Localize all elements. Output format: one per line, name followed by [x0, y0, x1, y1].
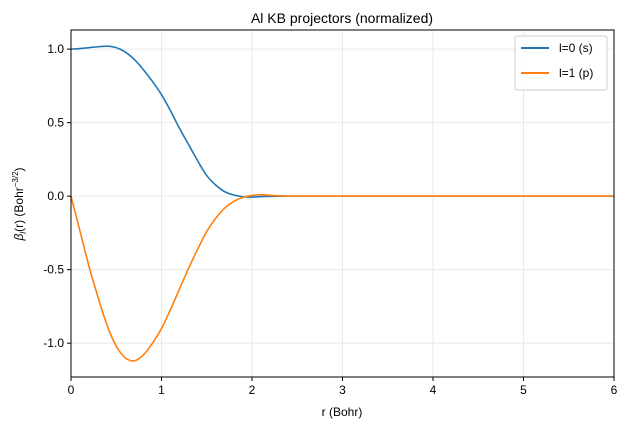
x-ticks: 0 1 2 3 4 5 6 [68, 377, 618, 397]
x-tick-label: 2 [249, 383, 256, 397]
y-tick-label: 0.5 [47, 116, 64, 130]
legend-box [514, 35, 608, 91]
series-lines [70, 45, 614, 362]
y-label-rest: (r) (Bohr [12, 187, 26, 232]
legend-label-s: l=0 (s) [559, 41, 593, 55]
chart-title: Al KB projectors (normalized) [251, 10, 433, 26]
x-tick-label: 5 [520, 383, 527, 397]
x-tick-label: 3 [339, 383, 346, 397]
y-tick-label: -0.5 [43, 263, 64, 277]
y-axis-label: βl(r) (Bohr−3/2) [11, 167, 28, 241]
x-tick-label: 4 [430, 383, 437, 397]
y-label-close: ) [12, 167, 26, 171]
legend: l=0 (s) l=1 (p) [514, 35, 608, 91]
x-axis-label: r (Bohr) [322, 405, 363, 419]
legend-label-p: l=1 (p) [559, 66, 593, 80]
x-tick-label: 6 [611, 383, 618, 397]
y-tick-label: 1.0 [47, 42, 64, 56]
y-label-sup: −3/2 [11, 171, 20, 187]
y-label-beta: β [12, 234, 26, 242]
x-tick-label: 0 [68, 383, 75, 397]
y-label-sub: l [19, 232, 28, 234]
series-line-1 [70, 193, 614, 362]
y-ticks: -1.0 -0.5 0.0 0.5 1.0 [43, 42, 71, 350]
x-tick-label: 1 [158, 383, 165, 397]
y-tick-label: -1.0 [43, 336, 64, 350]
y-tick-label: 0.0 [47, 189, 64, 203]
